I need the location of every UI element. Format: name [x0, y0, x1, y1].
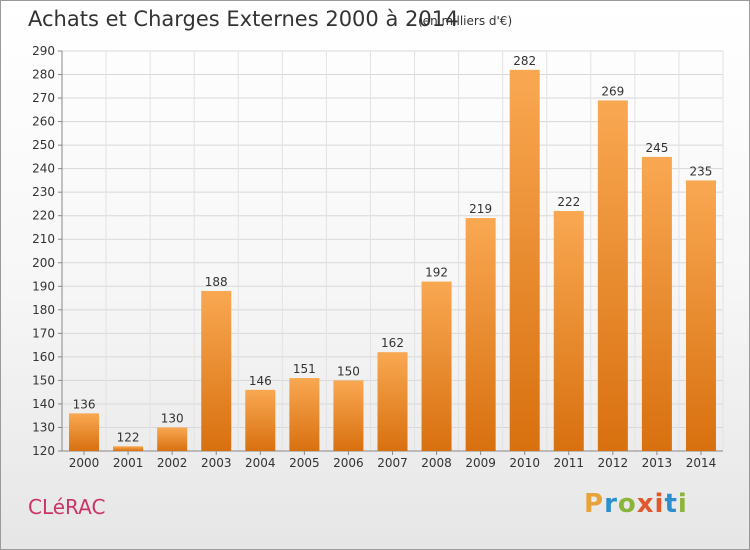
x-tick-label: 2002	[157, 456, 188, 470]
bar-value-label: 245	[645, 141, 668, 155]
y-tick-label: 240	[32, 162, 55, 176]
logo-letter: i	[677, 489, 688, 519]
bar	[201, 291, 232, 451]
bar	[465, 218, 496, 451]
bar	[69, 413, 100, 451]
logo-letter: i	[654, 489, 665, 519]
y-tick-label: 200	[32, 256, 55, 270]
y-tick-label: 270	[32, 91, 55, 105]
y-tick-label: 290	[32, 44, 55, 58]
y-tick-label: 120	[32, 444, 55, 458]
chart-unit: (en milliers d'€)	[418, 14, 513, 28]
bar	[421, 281, 452, 451]
bar	[289, 378, 320, 451]
x-tick-label: 2008	[421, 456, 452, 470]
bar	[113, 446, 144, 451]
x-tick-label: 2010	[509, 456, 540, 470]
bar-value-label: 162	[381, 336, 404, 350]
x-tick-label: 2000	[69, 456, 100, 470]
x-tick-label: 2003	[201, 456, 232, 470]
bar-value-label: 192	[425, 266, 448, 280]
y-tick-label: 190	[32, 279, 55, 293]
bar	[685, 180, 716, 452]
bar-value-label: 188	[205, 275, 228, 289]
logo-letter: x	[636, 489, 655, 519]
logo-letter: P	[584, 489, 605, 519]
logo-letter: t	[664, 489, 678, 519]
bar	[553, 211, 584, 451]
x-tick-label: 2007	[377, 456, 408, 470]
bar-value-label: 269	[601, 84, 624, 98]
y-tick-label: 180	[32, 303, 55, 317]
bar-value-label: 235	[690, 164, 713, 178]
bar	[333, 380, 364, 451]
y-tick-label: 130	[32, 420, 55, 434]
bar	[509, 69, 540, 451]
logo-letter: r	[604, 489, 618, 519]
x-tick-label: 2011	[553, 456, 584, 470]
proxiti-logo: Proxiti	[584, 489, 688, 519]
x-tick-label: 2006	[333, 456, 364, 470]
y-tick-label: 220	[32, 209, 55, 223]
x-tick-label: 2013	[642, 456, 673, 470]
bar	[597, 100, 628, 451]
bar-value-label: 282	[513, 54, 536, 68]
x-tick-label: 2014	[686, 456, 717, 470]
bar-value-label: 122	[117, 430, 140, 444]
y-tick-label: 160	[32, 350, 55, 364]
bar	[377, 352, 408, 451]
bars	[69, 69, 716, 452]
bar	[157, 427, 188, 451]
y-tick-label: 260	[32, 115, 55, 129]
bar-value-label: 146	[249, 374, 272, 388]
x-tick-label: 2004	[245, 456, 276, 470]
logo-letter: o	[617, 489, 637, 519]
x-tick-label: 2009	[465, 456, 496, 470]
bar-value-label: 130	[161, 411, 184, 425]
bar	[245, 389, 276, 451]
bar-value-label: 219	[469, 202, 492, 216]
y-tick-label: 140	[32, 397, 55, 411]
chart-title: Achats et Charges Externes 2000 à 2014	[28, 7, 459, 31]
y-tick-label: 280	[32, 68, 55, 82]
y-tick-label: 170	[32, 326, 55, 340]
y-tick-label: 210	[32, 232, 55, 246]
y-tick-label: 250	[32, 138, 55, 152]
x-tick-label: 2001	[113, 456, 144, 470]
x-tick-label: 2012	[598, 456, 629, 470]
bar	[641, 156, 672, 451]
bar-value-label: 151	[293, 362, 316, 376]
x-tick-label: 2005	[289, 456, 320, 470]
bar-value-label: 222	[557, 195, 580, 209]
bar-value-label: 150	[337, 364, 360, 378]
bar-value-label: 136	[73, 397, 96, 411]
commune-name: CLéRAC	[28, 495, 106, 519]
y-tick-label: 150	[32, 373, 55, 387]
y-tick-label: 230	[32, 185, 55, 199]
labels: 120 130 140 150 160 170 180 190 200 210 220 230 240 2…	[32, 44, 716, 470]
